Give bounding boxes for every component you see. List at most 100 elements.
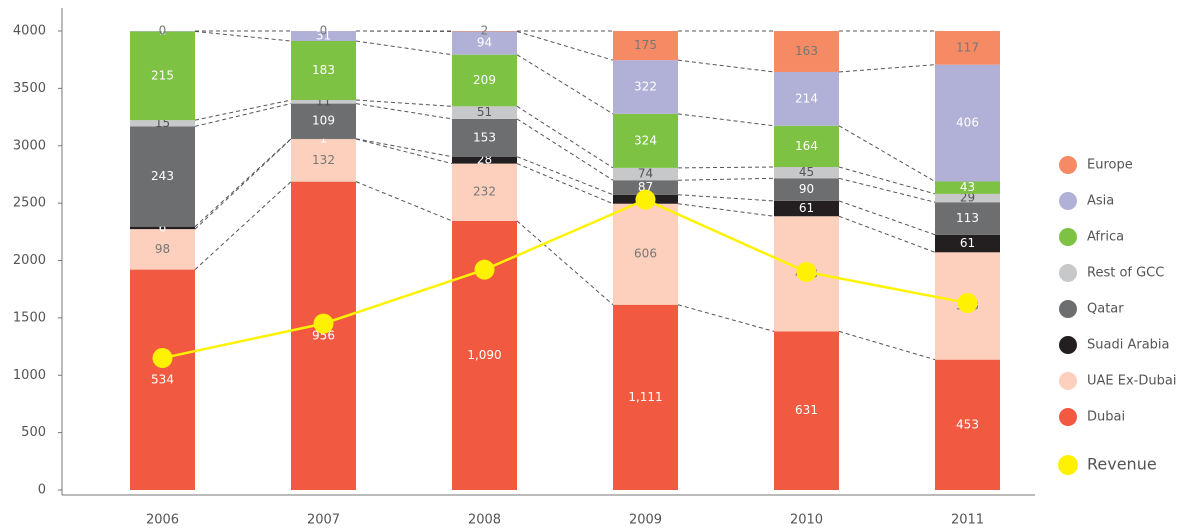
legend-label: Dubai	[1087, 410, 1125, 425]
legend-label: Qatar	[1087, 302, 1124, 317]
bar-segment	[130, 229, 195, 270]
bar-segment	[774, 71, 839, 126]
legend-label: Europe	[1087, 158, 1133, 173]
bar-segment	[935, 202, 1000, 235]
connector	[838, 177, 936, 203]
data-label: 31	[316, 28, 331, 42]
bar-segment	[291, 103, 356, 139]
data-label: 164	[795, 139, 818, 153]
legend-swatch	[1059, 300, 1077, 318]
x-tick-label: 2008	[468, 513, 501, 528]
bar-segment	[452, 106, 517, 119]
data-label: 406	[956, 116, 979, 130]
legend-swatch	[1059, 408, 1077, 426]
data-label: 98	[155, 242, 170, 256]
bar-segment	[774, 331, 839, 490]
bar-segment	[452, 31, 517, 55]
bar-segment	[613, 31, 678, 61]
legend-label: Revenue	[1087, 455, 1157, 474]
legend-swatch	[1058, 455, 1078, 475]
bar-segment	[130, 120, 195, 127]
data-label: 243	[151, 169, 174, 183]
connector	[355, 138, 453, 165]
bar-segment	[291, 181, 356, 490]
data-label: 534	[151, 372, 174, 386]
legend-swatch	[1059, 372, 1077, 390]
revenue-point	[474, 259, 495, 280]
connector	[194, 99, 292, 121]
data-label: 90	[799, 182, 814, 196]
legend-label: Africa	[1087, 230, 1124, 245]
data-label: 956	[312, 328, 335, 342]
data-label: 209	[473, 73, 496, 87]
legend-swatch	[1059, 264, 1077, 282]
connector	[516, 31, 614, 61]
data-label: 1,111	[628, 390, 662, 404]
data-label: 453	[956, 417, 979, 431]
connector	[355, 103, 453, 120]
connector	[355, 138, 453, 158]
bar-segment	[452, 118, 517, 157]
data-label: 0	[159, 24, 167, 38]
data-label: 94	[477, 36, 492, 50]
connector	[677, 203, 775, 217]
y-tick-label: 500	[21, 425, 46, 440]
connector	[516, 156, 614, 196]
connector	[838, 200, 936, 236]
bar-segment	[130, 126, 195, 227]
data-label: 214	[795, 91, 818, 105]
bar-segment	[130, 226, 195, 230]
data-label: 153	[473, 130, 496, 144]
data-label: 2	[481, 24, 489, 38]
bar-segment	[291, 31, 356, 41]
connector	[677, 177, 775, 181]
legend-label: Rest of GCC	[1087, 266, 1164, 281]
revenue-point	[796, 261, 817, 282]
bar-segment	[774, 178, 839, 201]
y-tick-label: 2500	[13, 196, 46, 211]
connector	[838, 330, 936, 361]
connector	[677, 304, 775, 332]
connector	[516, 105, 614, 169]
bar-segment	[613, 60, 678, 114]
data-label: 45	[799, 165, 814, 179]
connector	[194, 30, 292, 42]
legend-swatch	[1059, 336, 1077, 354]
legend-label: UAE Ex-Dubai	[1087, 374, 1176, 389]
data-label: 61	[799, 201, 814, 215]
revenue-point	[635, 189, 656, 210]
y-tick-label: 3500	[13, 81, 46, 96]
connector	[838, 215, 936, 253]
bar-segment	[774, 200, 839, 217]
data-label: 322	[634, 80, 657, 94]
connector	[516, 220, 614, 306]
data-label: 51	[477, 105, 492, 119]
data-label: 631	[795, 403, 818, 417]
bar-segment	[613, 203, 678, 305]
bar-segment	[452, 54, 517, 107]
data-label: 29	[960, 191, 975, 205]
connector	[677, 59, 775, 73]
data-label: 232	[473, 185, 496, 199]
bar-segment	[452, 156, 517, 164]
data-label: 109	[312, 114, 335, 128]
revenue-point	[957, 292, 978, 313]
connector	[194, 138, 292, 228]
data-label: 6	[159, 220, 167, 234]
connector	[838, 125, 936, 182]
bar-segment	[935, 193, 1000, 203]
data-label: 113	[956, 211, 979, 225]
data-label: 183	[312, 63, 335, 77]
bar-segment	[613, 304, 678, 490]
data-label: 1	[159, 24, 167, 38]
legend-label: Asia	[1087, 194, 1114, 209]
bar-segment	[935, 234, 1000, 253]
data-label: 606	[634, 247, 657, 261]
bar-segment	[774, 166, 839, 179]
connector	[194, 181, 292, 270]
data-label: 74	[638, 167, 653, 181]
y-tick-label: 4000	[13, 24, 46, 39]
data-label: 175	[634, 38, 657, 52]
data-label: 324	[634, 133, 657, 147]
